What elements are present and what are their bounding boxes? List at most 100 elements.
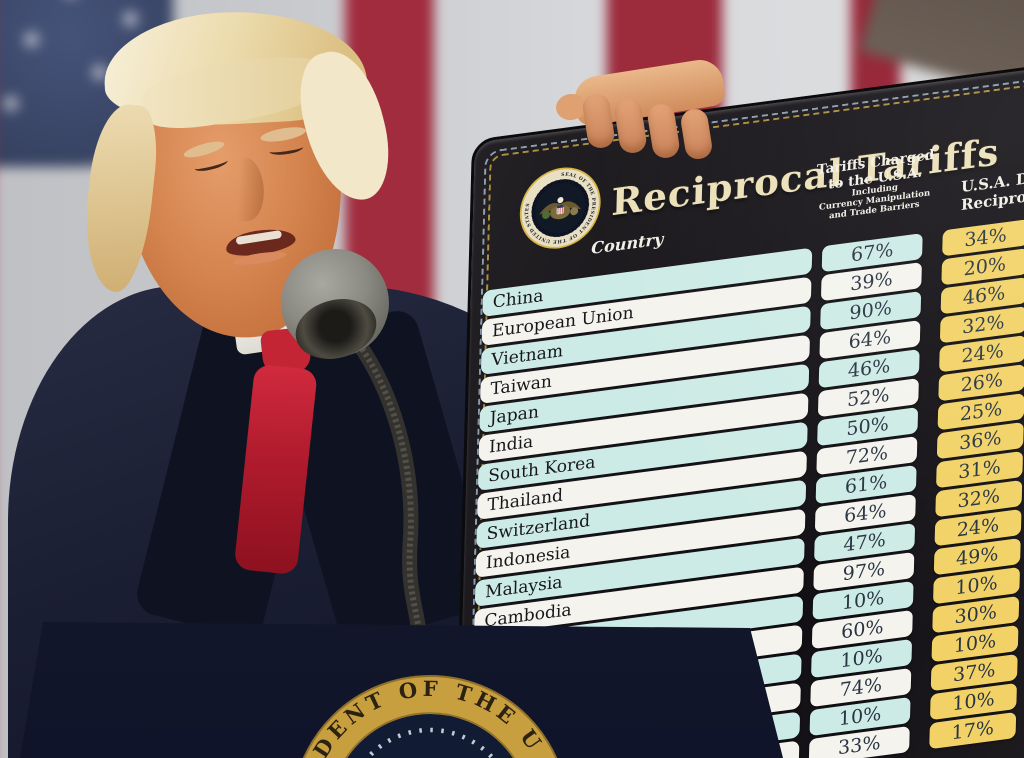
discounted-tariff-cell: 24%	[939, 335, 1024, 373]
country-label: China	[492, 285, 544, 313]
charged-tariff-cell: 33%	[808, 725, 910, 758]
country-label: Indonesia	[485, 542, 571, 574]
tariff-row: China 67% 34%	[470, 208, 1024, 319]
discounted-tariff-cell: 17%	[929, 711, 1017, 750]
discounted-tariff-cell: 34%	[942, 219, 1024, 257]
country-column-header: Country	[591, 229, 664, 258]
tariff-row: Thailand 72% 36%	[465, 411, 1024, 522]
charged-tariff-cell: 10%	[812, 580, 914, 621]
charged-tariff-cell: 97%	[813, 551, 915, 592]
country-pill: Indonesia	[475, 508, 806, 578]
tariff-row: Malaysia 47% 24%	[463, 498, 1024, 609]
tariff-row: Cambodia 97% 49%	[462, 527, 1024, 638]
flag-star	[122, 11, 139, 27]
country-pill: Switzerland	[476, 479, 807, 549]
country-label: Thailand	[487, 485, 564, 516]
country-pill: Thailand	[477, 450, 807, 520]
discounted-tariff-cell: 26%	[938, 364, 1024, 402]
country-label: European Union	[491, 302, 634, 342]
charged-tariff-cell: 67%	[821, 233, 923, 273]
charged-tariff-cell: 39%	[820, 262, 922, 302]
discounted-tariff-cell: 32%	[935, 479, 1023, 518]
arrows-icon	[570, 207, 579, 216]
discounted-tariff-cell: 30%	[932, 595, 1020, 634]
eye	[268, 141, 304, 157]
charged-tariff-cell: 10%	[811, 638, 913, 679]
olive-branch-icon	[542, 210, 551, 219]
country-label: Switzerland	[486, 510, 591, 545]
discounted-tariff-cell: 20%	[941, 248, 1024, 286]
tariff-row: Japan 46% 24%	[467, 324, 1024, 435]
discounted-header-line: Reciprocal Tariffs	[960, 176, 1024, 215]
country-pill: South Korea	[477, 421, 808, 491]
country-pill: Taiwan	[480, 334, 811, 404]
eyebrow	[259, 124, 307, 145]
charged-tariff-cell: 74%	[810, 667, 912, 708]
tariff-row: India 52% 26%	[467, 353, 1024, 464]
discounted-header-line: U.S.A. Discounted	[960, 158, 1024, 197]
charged-tariff-cell: 10%	[809, 696, 911, 737]
tariff-row: Switzerland 61% 31%	[464, 440, 1024, 551]
tariff-row: Vietnam 90% 46%	[469, 266, 1024, 377]
country-label: South Korea	[487, 452, 596, 487]
eye	[193, 155, 229, 174]
tariff-row: European Union 39% 20%	[470, 237, 1024, 348]
flag-star	[91, 64, 108, 81]
charged-tariff-cell: 52%	[817, 378, 919, 418]
discounted-tariff-cell: 10%	[929, 682, 1017, 721]
teeth	[235, 229, 283, 246]
podium-presidential-seal: SIDENT OF THE U	[291, 675, 569, 758]
charged-header-line: to the U.S.A.	[827, 163, 923, 193]
country-label: Malaysia	[484, 572, 563, 603]
charged-tariff-cell: 61%	[815, 465, 917, 505]
country-pill: Malaysia	[474, 537, 805, 607]
presidential-seal-icon: SEAL OF THE PRESIDENT OF THE UNITED STAT…	[519, 167, 601, 249]
charged-subheader-line: Including	[851, 182, 899, 199]
country-label: Japan	[489, 402, 540, 429]
discounted-tariff-cell: 10%	[933, 566, 1021, 605]
charged-column-header: Tariffs Charged to the U.S.A. Including …	[791, 145, 959, 227]
discounted-tariff-cell: 25%	[937, 393, 1024, 431]
flag-star	[3, 95, 19, 112]
discounted-column-header: U.S.A. Discounted Reciprocal Tariffs	[935, 155, 1024, 217]
board-seal-text: SEAL OF THE PRESIDENT OF THE UNITED STAT…	[523, 167, 597, 248]
charged-tariff-cell: 46%	[818, 349, 920, 389]
microphone-gooseneck	[336, 317, 426, 633]
country-label: Taiwan	[490, 371, 553, 400]
country-pill: China	[482, 247, 813, 317]
country-pill: India	[478, 392, 809, 462]
charged-tariff-cell: 50%	[817, 407, 919, 447]
discounted-tariff-cell: 46%	[940, 277, 1024, 315]
charged-tariff-cell: 72%	[816, 436, 918, 476]
charged-tariff-cell: 64%	[814, 493, 916, 534]
charged-tariff-cell: 64%	[819, 320, 921, 360]
tariff-row: Taiwan 64% 32%	[468, 295, 1024, 406]
eagle-head-icon	[557, 197, 564, 204]
charged-tariff-cell: 60%	[811, 609, 913, 650]
charged-tariff-cell: 47%	[814, 522, 916, 563]
charged-header-line: Tariffs Charged	[816, 146, 935, 179]
discounted-tariff-cell: 49%	[933, 537, 1021, 576]
country-pill: European Union	[481, 276, 812, 346]
country-pill: Vietnam	[480, 305, 811, 375]
nose	[224, 155, 268, 224]
eagle-wings-icon	[539, 201, 582, 215]
discounted-tariff-cell: 24%	[934, 508, 1022, 547]
discounted-tariff-cell: 37%	[930, 653, 1018, 692]
svg-text:SEAL OF THE PRESIDENT OF THE U: SEAL OF THE PRESIDENT OF THE UNITED STAT…	[523, 167, 597, 248]
country-pill: Japan	[479, 363, 810, 433]
flag-star	[23, 31, 40, 48]
tariff-board: SEAL OF THE PRESIDENT OF THE UNITED STAT…	[453, 54, 1024, 758]
country-label: India	[488, 431, 534, 458]
tariff-row: South Korea 50% 25%	[466, 382, 1024, 493]
discounted-tariff-cell: 32%	[939, 306, 1024, 344]
discounted-tariff-cell: 36%	[936, 422, 1024, 460]
charged-tariff-cell: 90%	[820, 291, 922, 331]
tariff-row: Indonesia 64% 32%	[463, 469, 1024, 580]
charged-subheader-line: Currency Manipulation	[818, 188, 931, 213]
country-label: Vietnam	[490, 341, 564, 371]
discounted-tariff-cell: 31%	[936, 450, 1024, 489]
country-pill: Cambodia	[474, 566, 804, 636]
